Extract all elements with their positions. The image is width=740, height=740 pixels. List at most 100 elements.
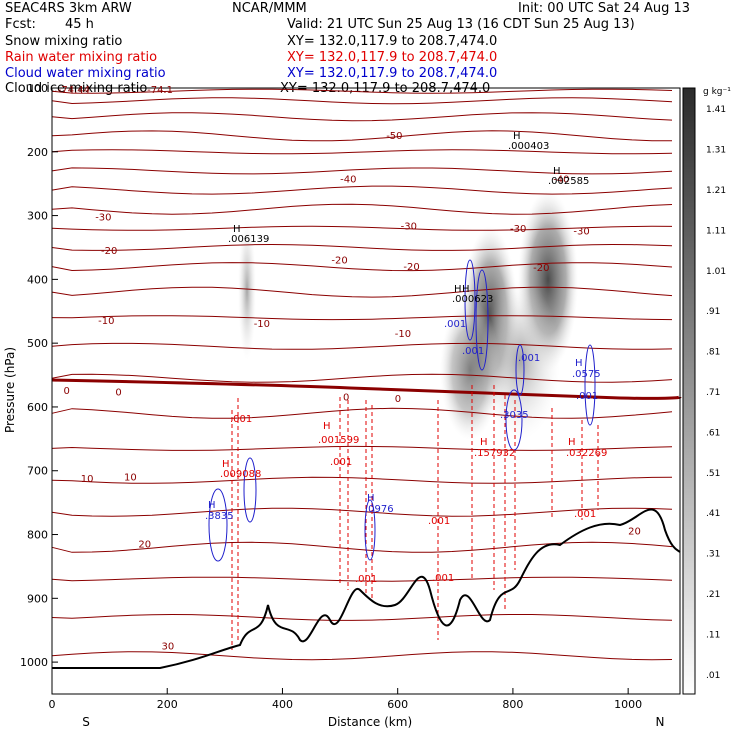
colorbar-label: .81: [706, 348, 720, 358]
isotherm-line: [51, 185, 673, 195]
x-tick-label: 600: [387, 698, 408, 711]
y-tick-label: 300: [27, 210, 48, 223]
rain-high-marker: H: [480, 437, 488, 448]
temperature-label: -10: [98, 316, 114, 327]
isotherm-line: [51, 130, 673, 142]
model-name: SEAC4RS 3km ARW: [5, 1, 132, 16]
temperature-label: -30: [95, 213, 111, 224]
isotherm-line: [51, 315, 673, 321]
x-tick-label: 0: [49, 698, 56, 711]
x-tick-label: 1000: [614, 698, 642, 711]
ice-value: .006139: [228, 234, 269, 245]
colorbar-label: .51: [706, 469, 720, 479]
isotherm-line: [51, 445, 673, 451]
temperature-labels: -74.44 -74.1 -50 -40 -40 -30 -30 -30 -30 -20 -20 -2…: [58, 85, 641, 652]
plot-frame: [51, 87, 681, 695]
isotherm-line: [51, 149, 673, 155]
cloud-water-value: .001: [518, 353, 540, 364]
temperature-label: -20: [403, 262, 419, 273]
temperature-label: -30: [573, 227, 589, 238]
temperature-label: -74.1: [147, 85, 173, 96]
rain-high-marker: H: [568, 437, 576, 448]
colorbar-label: 1.21: [706, 186, 726, 196]
x-tick-label: 400: [272, 698, 293, 711]
colorbar-label: .21: [706, 590, 720, 600]
temperature-label: 10: [124, 472, 137, 483]
colorbar-label: 1.11: [706, 226, 726, 236]
temperature-label: -10: [254, 319, 270, 330]
ice-value: .000623: [452, 294, 493, 305]
temperature-label: 10: [81, 474, 94, 485]
y-tick-label: 200: [27, 146, 48, 159]
colorbar-label: 1.01: [706, 267, 726, 277]
isotherm-line: [51, 507, 673, 517]
ice-labels: H .006139 H .000403 H .002585 H H .00062…: [228, 131, 589, 305]
cloud-water-high-marker: H: [208, 500, 216, 511]
isotherm-line: [51, 203, 673, 215]
rain-contours: [231, 385, 599, 650]
colorbar-label: .31: [706, 550, 720, 560]
cloud-water-value: .001: [576, 391, 598, 402]
temperature-label: 20: [138, 539, 151, 550]
valid-time: Valid: 21 UTC Sun 25 Aug 13 (16 CDT Sun …: [287, 17, 635, 32]
temperature-label: -20: [533, 263, 549, 274]
temperature-label: -74.44: [58, 85, 90, 96]
isotherm-line: [51, 613, 673, 621]
temperature-label: -40: [340, 174, 356, 185]
snow-shading: [238, 190, 578, 440]
isotherm-line: [51, 541, 673, 553]
x-axis-label: Distance (km): [328, 715, 412, 729]
field-name-snow: Snow mixing ratio: [5, 34, 123, 49]
endpoint-left: S: [82, 715, 90, 729]
y-axis-label: Pressure (hPa): [3, 347, 17, 433]
forecast-hour: 45 h: [65, 17, 94, 32]
ice-value: .000403: [508, 141, 549, 152]
rain-value: .001: [428, 516, 450, 527]
temperature-label: 0: [343, 393, 349, 404]
y-tick-label: 700: [27, 465, 48, 478]
colorbar-label: .71: [706, 388, 720, 398]
isotherm-line: [51, 243, 673, 251]
isotherm-line: [51, 342, 673, 350]
temperature-label: 0: [64, 386, 70, 397]
y-tick-label: 1000: [20, 656, 48, 669]
colorbar-ramp: [682, 87, 696, 695]
cloud-water-contours: [208, 259, 596, 562]
ice-value: .002585: [548, 176, 589, 187]
rain-value: .001: [330, 457, 352, 468]
isotherm-line: [51, 373, 673, 383]
y-tick-label: 500: [27, 337, 48, 350]
freezing-level-line: [51, 378, 682, 400]
temperature-label: -30: [510, 224, 526, 235]
cloud-water-value: .001: [462, 346, 484, 357]
field-name-rain: Rain water mixing ratio: [5, 50, 158, 65]
rain-value: .157932: [474, 448, 515, 459]
cloud-water-high-marker: H: [575, 358, 583, 369]
temperature-label: -10: [395, 329, 411, 340]
ice-high-marker: H: [462, 284, 470, 295]
field-xy-rain: XY= 132.0,117.9 to 208.7,474.0: [287, 50, 498, 65]
rain-high-marker: H: [323, 421, 331, 432]
temperature-label: 0: [115, 388, 121, 399]
cloud-water-value: .3035: [500, 410, 529, 421]
isotherm-line: [51, 407, 673, 419]
temperature-isotherms: [51, 88, 673, 661]
organization: NCAR/MMM: [232, 1, 307, 16]
cloud-water-labels: H .3835 H .0976 .001 .001 .001 .3035 H .…: [205, 319, 601, 522]
isotherm-line: [51, 97, 673, 105]
isotherm-line: [51, 112, 673, 122]
field-name-cloud-water: Cloud water mixing ratio: [5, 66, 166, 81]
field-xy-snow: XY= 132.0,117.9 to 208.7,474.0: [287, 34, 498, 49]
isotherm-line: [51, 225, 673, 231]
rain-value: .032269: [566, 448, 607, 459]
ice-high-marker: H: [553, 166, 561, 177]
colorbar-label: .11: [706, 630, 720, 640]
cloud-water-value: .0976: [365, 504, 394, 515]
temperature-label: -30: [401, 222, 417, 233]
rain-value: .001: [355, 574, 377, 585]
field-xy-cloud-water: XY= 132.0,117.9 to 208.7,474.0: [287, 66, 498, 81]
x-axis: 0 200 400 600 800 1000: [49, 688, 642, 711]
y-tick-label: 900: [27, 592, 48, 605]
endpoint-right: N: [656, 715, 665, 729]
cloud-water-value: .3835: [205, 511, 234, 522]
